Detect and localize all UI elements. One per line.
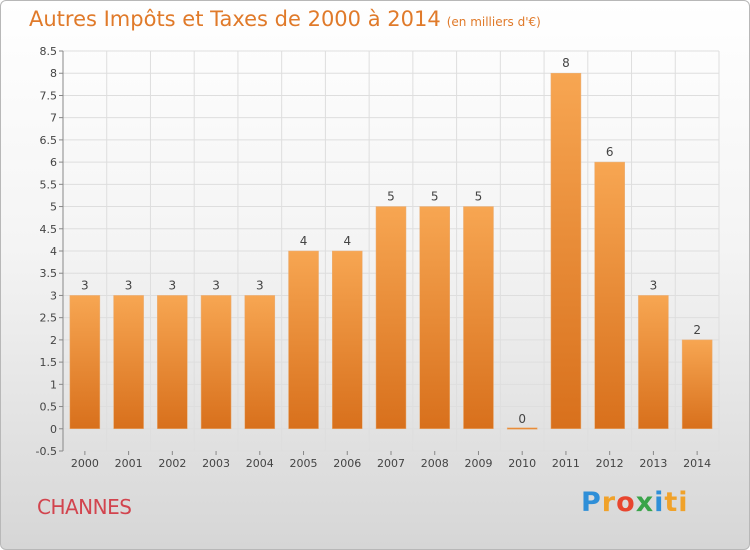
logo-letter: P [581, 487, 602, 518]
x-tick-label: 2007 [377, 457, 405, 470]
data-label: 5 [387, 190, 395, 204]
bar-2003 [200, 295, 232, 430]
commune-name: CHANNES [37, 495, 132, 519]
bar-2013 [638, 295, 669, 430]
y-tick-label: 3 [50, 289, 57, 302]
y-tick-label: 1.5 [40, 356, 58, 369]
x-tick-label: 2009 [464, 457, 492, 470]
x-tick-label: 2006 [333, 457, 361, 470]
chart-title-unit: (en milliers d'€) [446, 15, 541, 29]
y-tick-label: 2 [50, 334, 57, 347]
bar-2009 [463, 206, 494, 430]
x-tick-label: 2003 [202, 457, 230, 470]
y-tick-label: 7 [50, 112, 57, 125]
data-label: 8 [562, 56, 570, 70]
data-label: 0 [518, 412, 526, 426]
logo-letter: i [678, 487, 689, 518]
x-tick-label: 2005 [290, 457, 318, 470]
bar-2005 [288, 250, 319, 430]
bar-2004 [244, 295, 276, 430]
y-tick-label: 0 [50, 423, 57, 436]
x-tick-label: 2008 [421, 457, 449, 470]
data-label: 3 [212, 278, 220, 292]
bar-2008 [419, 206, 450, 430]
y-tick-label: 6 [50, 156, 57, 169]
logo-letter: t [664, 487, 679, 518]
bar-2012 [594, 161, 625, 430]
proxiti-logo[interactable]: Proxiti [581, 487, 689, 518]
x-tick-label: 2013 [639, 457, 667, 470]
x-tick-label: 2014 [683, 457, 711, 470]
data-label: 3 [125, 278, 133, 292]
y-tick-label: 4.5 [40, 223, 58, 236]
bar-2010 [506, 427, 538, 430]
data-label: 6 [606, 145, 614, 159]
y-tick-label: 1 [50, 378, 57, 391]
axes: -0.5 0 0.5 1 1.5 2 2.5 3 3.5 4 4.5 5 5.5 6 6.5 7 7.5 8 8.5… [36, 45, 712, 470]
chart-title-text: Autres Impôts et Taxes de 2000 à 2014 [29, 7, 441, 31]
logo-letter: x [635, 487, 655, 518]
y-tick-label: 4 [50, 245, 57, 258]
data-label: 3 [169, 278, 177, 292]
data-label: 3 [256, 278, 264, 292]
data-label: 2 [693, 323, 701, 337]
y-tick-label: 5.5 [40, 178, 58, 191]
data-label: 5 [431, 190, 439, 204]
y-tick-label: 8 [50, 67, 57, 80]
y-tick-label: 7.5 [40, 89, 58, 102]
data-label: 3 [650, 278, 658, 292]
data-label: 5 [475, 190, 483, 204]
x-tick-label: 2012 [596, 457, 624, 470]
bar-2001 [113, 295, 144, 430]
logo-letter: o [616, 487, 636, 518]
bar-2011 [550, 72, 582, 430]
x-tick-label: 2002 [158, 457, 186, 470]
x-tick-label: 2004 [246, 457, 274, 470]
data-label: 4 [300, 234, 308, 248]
y-tick-label: 0.5 [40, 401, 58, 414]
logo-letter: r [601, 487, 617, 518]
bar-2002 [157, 295, 188, 430]
x-tick-label: 2011 [552, 457, 580, 470]
y-tick-label: 8.5 [40, 45, 58, 58]
data-labels: 3 3 3 3 3 4 4 5 5 5 0 8 6 3 2 [81, 56, 701, 426]
x-tick-label: 2001 [115, 457, 143, 470]
x-tick-label: 2000 [71, 457, 99, 470]
logo-letter: i [654, 487, 665, 518]
bars [69, 72, 713, 430]
chart-title: Autres Impôts et Taxes de 2000 à 2014 (en… [29, 7, 541, 31]
bar-2006 [332, 250, 363, 430]
y-tick-label: 6.5 [40, 134, 58, 147]
y-tick-label: 2.5 [40, 312, 58, 325]
bar-2007 [375, 206, 407, 430]
data-label: 4 [343, 234, 351, 248]
y-tick-label: -0.5 [36, 445, 57, 458]
y-tick-label: 3.5 [40, 267, 58, 280]
bar-2000 [69, 295, 101, 430]
y-tick-label: 5 [50, 201, 57, 214]
bar-2014 [681, 339, 713, 430]
data-label: 3 [81, 278, 89, 292]
x-tick-label: 2010 [508, 457, 536, 470]
